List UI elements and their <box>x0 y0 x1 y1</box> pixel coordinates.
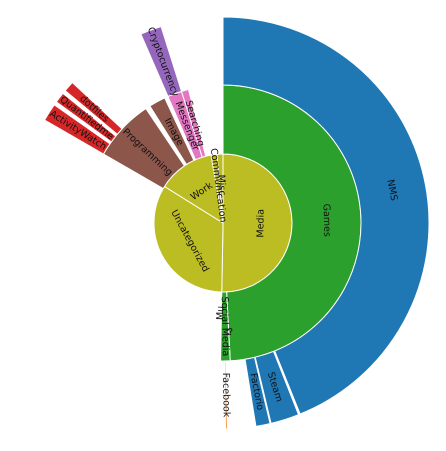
segment-factorio[interactable] <box>244 356 271 427</box>
label-social-media: Social Media <box>219 297 231 357</box>
segment-activitywatch[interactable] <box>43 104 111 155</box>
label-fragment-q: ? <box>228 327 234 338</box>
ring-inner <box>153 153 293 293</box>
label-misc: Misc <box>215 174 227 195</box>
segment-facebook[interactable] <box>224 360 228 430</box>
ring-outer <box>43 16 430 430</box>
label-games: Games <box>321 204 333 238</box>
segment-social-media[interactable] <box>220 291 231 362</box>
segment-nms[interactable] <box>222 16 430 415</box>
label-fragment-mu: Mu <box>215 306 226 321</box>
label-media: Media <box>255 209 266 238</box>
segment-quantifiedme[interactable] <box>55 92 117 143</box>
segment-cryptocurrency[interactable] <box>140 25 183 98</box>
segment-steam[interactable] <box>254 350 300 424</box>
segment-uncategorized[interactable] <box>153 185 224 293</box>
segment-searching[interactable] <box>180 88 207 158</box>
label-facebook: Facebook <box>220 373 232 418</box>
segment-image[interactable] <box>149 97 195 166</box>
label-nms: NMS <box>384 179 399 202</box>
segment-dotfiles[interactable] <box>64 81 123 135</box>
